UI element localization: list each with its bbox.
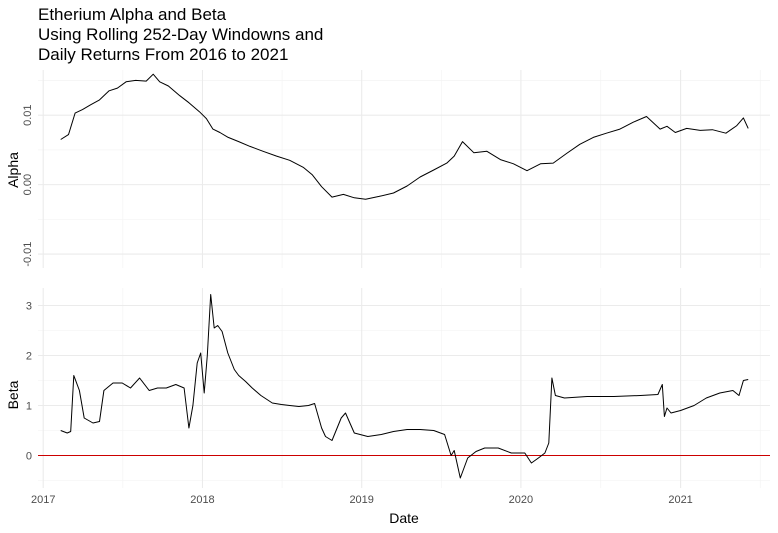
series-line [60, 294, 749, 479]
chart-title-line-3: Daily Returns From 2016 to 2021 [38, 45, 289, 64]
x-tick-label: 2021 [668, 494, 692, 506]
chart-title-line-2: Using Rolling 252-Day Windowns and [38, 25, 324, 44]
y-tick-label: 0 [26, 451, 32, 463]
x-tick-label: 2017 [31, 494, 55, 506]
x-tick-label: 2018 [190, 494, 214, 506]
y-axis-title: Alpha [5, 152, 21, 188]
y-tick-label: 2 [26, 351, 32, 363]
y-tick-label: 1 [26, 401, 32, 413]
y-tick-label: 3 [26, 301, 32, 313]
series-line [60, 73, 749, 200]
x-axis-title: Date [389, 510, 419, 526]
x-tick-label: 2019 [349, 494, 373, 506]
x-tick-label: 2020 [509, 494, 533, 506]
y-axis-title: Beta [5, 380, 21, 409]
chart-title-line-1: Etherium Alpha and Beta [38, 5, 227, 24]
y-tick-label: 0.00 [22, 174, 34, 195]
y-tick-label: -0.01 [22, 242, 34, 267]
y-tick-label: 0.01 [22, 104, 34, 125]
